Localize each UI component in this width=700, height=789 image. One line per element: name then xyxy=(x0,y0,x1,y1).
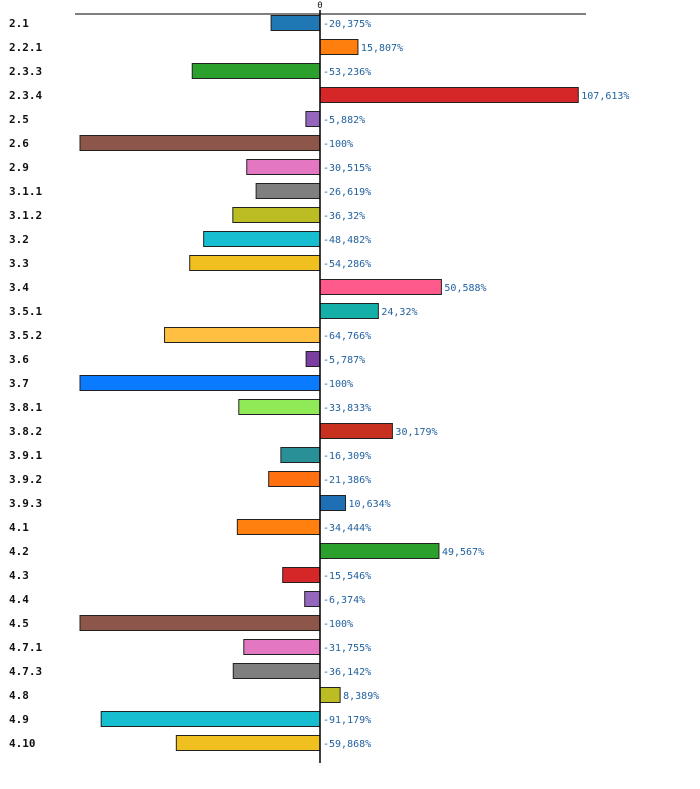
bar-4.5 xyxy=(79,615,321,631)
category-label: 2.3.4 xyxy=(9,89,42,102)
bar-2.1 xyxy=(270,15,321,31)
x-tick-label-zero: 0 xyxy=(317,1,322,11)
value-label: 24,32% xyxy=(381,307,417,318)
category-label: 4.2 xyxy=(9,545,29,558)
value-label: -54,286% xyxy=(323,259,371,270)
category-label: 2.2.1 xyxy=(9,41,42,54)
bar-3.1.1 xyxy=(255,183,321,199)
bar-4.4 xyxy=(304,591,321,607)
value-label: -30,515% xyxy=(323,163,371,174)
category-label: 3.9.3 xyxy=(9,497,42,510)
bar-3.9.3 xyxy=(319,495,347,511)
value-label: 15,807% xyxy=(361,43,403,54)
category-label: 4.7.1 xyxy=(9,641,42,654)
category-label: 3.4 xyxy=(9,281,29,294)
value-labels: -20,375% 15,807% -53,236% 107,613% -5,882% -1… xyxy=(323,19,629,750)
value-label: -21,386% xyxy=(323,475,371,486)
category-label: 4.10 xyxy=(9,737,36,750)
bar-4.9 xyxy=(100,711,321,727)
bar-2.9 xyxy=(246,159,321,175)
bar-3.4 xyxy=(319,279,442,295)
bar-3.3 xyxy=(189,255,321,271)
category-label: 2.6 xyxy=(9,137,29,150)
value-label: 30,179% xyxy=(395,427,437,438)
value-label: 49,567% xyxy=(442,547,484,558)
value-label: -33,833% xyxy=(323,403,371,414)
value-label: -15,546% xyxy=(323,571,371,582)
category-label: 3.3 xyxy=(9,257,29,270)
value-label: -48,482% xyxy=(323,235,371,246)
value-label: -5,787% xyxy=(323,355,365,366)
category-label: 3.6 xyxy=(9,353,29,366)
category-label: 3.9.2 xyxy=(9,473,42,486)
bar-2.3.3 xyxy=(191,63,321,79)
bar-3.1.2 xyxy=(232,207,321,223)
value-label: -20,375% xyxy=(323,19,371,30)
value-label: 107,613% xyxy=(581,91,629,102)
value-label: -53,236% xyxy=(323,67,371,78)
value-label: -36,32% xyxy=(323,211,365,222)
value-label: -31,755% xyxy=(323,643,371,654)
bars-layer xyxy=(79,15,579,751)
category-label: 4.7.3 xyxy=(9,665,42,678)
category-labels: 2.1 2.2.1 2.3.3 2.3.4 2.5 2.6 2.9 3.1.1 3.1.2 3.2… xyxy=(9,17,42,750)
category-label: 3.8.1 xyxy=(9,401,42,414)
value-label: -100% xyxy=(323,139,353,150)
bar-3.2 xyxy=(203,231,321,247)
category-label: 3.5.2 xyxy=(9,329,42,342)
value-label: -100% xyxy=(323,619,353,630)
category-label: 4.3 xyxy=(9,569,29,582)
category-label: 4.9 xyxy=(9,713,29,726)
bar-3.6 xyxy=(305,351,321,367)
bar-3.9.2 xyxy=(268,471,321,487)
bar-4.7.1 xyxy=(243,639,321,655)
bar-3.9.1 xyxy=(280,447,321,463)
bar-3.5.1 xyxy=(319,303,379,319)
bar-4.1 xyxy=(236,519,321,535)
value-label: -6,374% xyxy=(323,595,365,606)
category-label: 4.5 xyxy=(9,617,29,630)
category-label: 3.1.1 xyxy=(9,185,42,198)
value-label: -34,444% xyxy=(323,523,371,534)
value-label: -59,868% xyxy=(323,739,371,750)
bar-4.2 xyxy=(319,543,440,559)
bar-3.8.2 xyxy=(319,423,393,439)
bar-4.7.3 xyxy=(232,663,321,679)
bar-4.8 xyxy=(319,687,341,703)
bar-3.8.1 xyxy=(238,399,321,415)
bar-4.3 xyxy=(282,567,321,583)
category-label: 2.5 xyxy=(9,113,29,126)
bar-2.3.4 xyxy=(319,87,579,103)
category-label: 2.1 xyxy=(9,17,29,30)
category-label: 3.5.1 xyxy=(9,305,42,318)
bar-2.5 xyxy=(305,111,321,127)
value-label: -36,142% xyxy=(323,667,371,678)
value-label: -5,882% xyxy=(323,115,365,126)
value-label: -100% xyxy=(323,379,353,390)
value-label: 8,389% xyxy=(343,691,379,702)
bar-2.6 xyxy=(79,135,321,151)
value-label: -64,766% xyxy=(323,331,371,342)
category-label: 3.7 xyxy=(9,377,29,390)
bar-3.7 xyxy=(79,375,321,391)
category-label: 3.1.2 xyxy=(9,209,42,222)
value-label: -91,179% xyxy=(323,715,371,726)
value-label: -16,309% xyxy=(323,451,371,462)
category-label: 2.3.3 xyxy=(9,65,42,78)
value-label: -26,619% xyxy=(323,187,371,198)
category-label: 2.9 xyxy=(9,161,29,174)
bar-4.10 xyxy=(175,735,321,751)
category-label: 3.2 xyxy=(9,233,29,246)
category-label: 3.8.2 xyxy=(9,425,42,438)
category-label: 4.4 xyxy=(9,593,29,606)
bar-3.5.2 xyxy=(164,327,321,343)
bar-2.2.1 xyxy=(319,39,359,55)
value-label: 10,634% xyxy=(349,499,391,510)
category-label: 4.8 xyxy=(9,689,29,702)
category-label: 4.1 xyxy=(9,521,29,534)
value-label: 50,588% xyxy=(444,283,486,294)
category-label: 3.9.1 xyxy=(9,449,42,462)
